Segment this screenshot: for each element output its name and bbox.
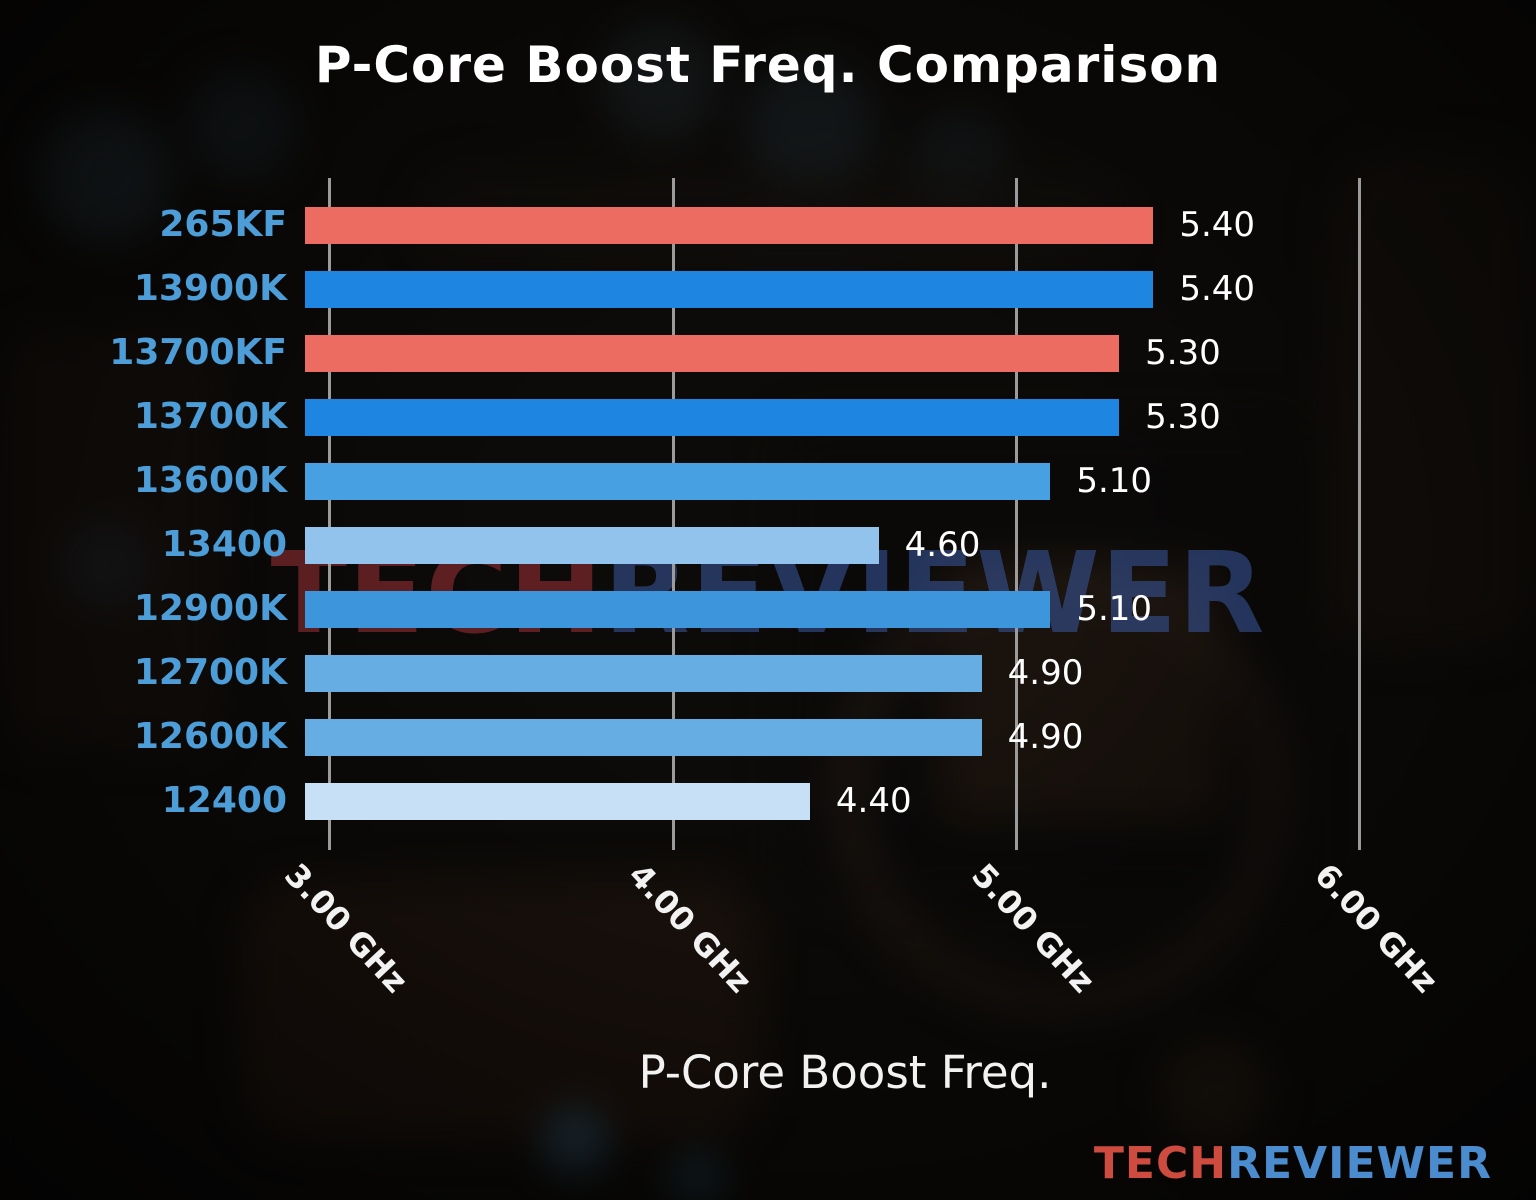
gridline (671, 178, 675, 850)
bar-13900k (305, 271, 1154, 308)
category-label: 13700KF (109, 332, 287, 373)
bar-13700kf (305, 335, 1120, 372)
gridline (328, 178, 332, 850)
bar-265kf (305, 207, 1154, 244)
bar-row: 12700K 4.90 (134, 641, 1490, 705)
category-label: 12900K (133, 588, 287, 629)
bar-row: 13900K 5.40 (134, 257, 1490, 321)
bar-row: 13700K 5.30 (134, 385, 1490, 449)
category-label: 265KF (159, 204, 287, 245)
value-label: 5.40 (1179, 269, 1256, 309)
value-label: 5.10 (1076, 589, 1153, 629)
value-label: 4.40 (835, 781, 912, 821)
logo-reviewer: REVIEWER (1227, 1138, 1492, 1189)
bar-13600k (305, 463, 1051, 500)
bar-row: 265KF 5.40 (159, 193, 1490, 257)
bar-12600k (305, 719, 982, 756)
category-label: 13600K (133, 460, 287, 501)
techreviewer-logo: TECHREVIEWER (1094, 1138, 1492, 1189)
category-label: 12600K (133, 716, 287, 757)
category-label: 13700K (133, 396, 287, 437)
category-label: 12700K (133, 652, 287, 693)
bar-row: 12600K 4.90 (134, 705, 1490, 769)
bar-row: 13400 4.60 (162, 513, 1490, 577)
bar-row: 12900K 5.10 (134, 577, 1490, 641)
value-label: 5.40 (1179, 205, 1256, 245)
value-label: 5.30 (1145, 333, 1221, 373)
bar-12700k (305, 655, 982, 692)
bar-row: 12400 4.40 (162, 769, 1490, 833)
logo-tech: TECH (1093, 1138, 1228, 1189)
bar-12900k (305, 591, 1051, 628)
category-label: 13400 (161, 524, 287, 565)
value-label: 4.90 (1007, 653, 1084, 693)
bar-13400 (305, 527, 879, 564)
value-label: 4.60 (904, 525, 981, 565)
gridline (1015, 178, 1018, 850)
chart-title: P-Core Boost Freq. Comparison (314, 36, 1222, 94)
value-label: 5.30 (1145, 397, 1221, 437)
value-label: 4.90 (1007, 717, 1084, 757)
bar-rows: 265KF 5.40 13900K 5.40 13700KF 5.30 13700K 5.30… (109, 178, 1490, 850)
plot-area: 265KF 5.40 13900K 5.40 13700KF 5.30 13700K 5.30… (109, 178, 1490, 850)
gridline (1358, 178, 1362, 850)
bar-row: 13600K 5.10 (134, 449, 1490, 513)
category-label: 13900K (133, 268, 287, 309)
bar-12400 (305, 783, 810, 820)
category-label: 12400 (161, 780, 287, 821)
x-axis-label: P-Core Boost Freq. (638, 1046, 1052, 1099)
bar-row: 13700KF 5.30 (109, 321, 1490, 385)
bar-13700k (305, 399, 1120, 436)
value-label: 5.10 (1076, 461, 1153, 501)
